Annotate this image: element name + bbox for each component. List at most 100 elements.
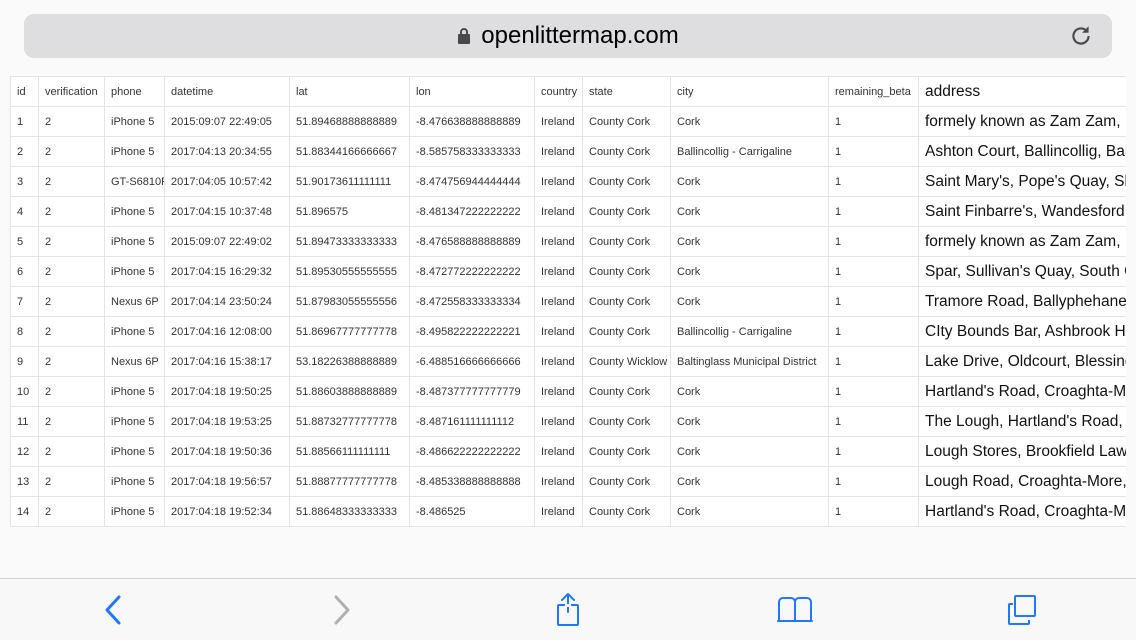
column-header: phone (105, 77, 165, 107)
table-cell: 51.89473333333333 (290, 227, 410, 257)
table-cell: Ireland (535, 197, 583, 227)
table-cell: 1 (829, 227, 919, 257)
column-header: city (671, 77, 829, 107)
table-cell: County Cork (583, 317, 671, 347)
table-cell: 2017:04:14 23:50:24 (165, 287, 290, 317)
table-cell: GT-S6810P (105, 167, 165, 197)
table-cell: 2 (39, 377, 105, 407)
address-bar[interactable]: openlittermap.com (24, 14, 1112, 58)
table-cell: 1 (829, 167, 919, 197)
table-cell: -8.486525 (410, 497, 535, 527)
url-text: openlittermap.com (481, 22, 678, 50)
table-row: 32GT-S6810P2017:04:05 10:57:4251.9017361… (11, 167, 1127, 197)
table-cell: 2 (39, 287, 105, 317)
table-cell: Ireland (535, 107, 583, 137)
table-cell: Ballincollig - Carrigaline (671, 137, 829, 167)
table-cell: 13 (11, 467, 39, 497)
table-cell: -8.476638888888889 (410, 107, 535, 137)
table-cell: County Cork (583, 437, 671, 467)
table-cell: 1 (829, 197, 919, 227)
table-cell: Lough Stores, Brookfield Lawn, Cro (919, 437, 1127, 467)
table-cell: 2 (39, 257, 105, 287)
table-cell: 2 (39, 497, 105, 527)
table-cell: County Wicklow (583, 347, 671, 377)
table-cell: County Cork (583, 227, 671, 257)
table-cell: County Cork (583, 197, 671, 227)
table-cell: 51.88648333333333 (290, 497, 410, 527)
table-cell: 51.88566111111111 (290, 437, 410, 467)
table-cell: Ireland (535, 167, 583, 197)
table-cell: 1 (829, 317, 919, 347)
column-header: remaining_beta (829, 77, 919, 107)
back-button[interactable] (94, 590, 134, 630)
table-row: 52iPhone 52015:09:07 22:49:0251.89473333… (11, 227, 1127, 257)
table-cell: 2 (39, 347, 105, 377)
table-cell: -8.472558333333334 (410, 287, 535, 317)
table-cell: CIty Bounds Bar, Ashbrook Heights (919, 317, 1127, 347)
table-cell: 1 (829, 257, 919, 287)
table-row: 142iPhone 52017:04:18 19:52:3451.8864833… (11, 497, 1127, 527)
table-cell: 1 (829, 467, 919, 497)
table-cell: County Cork (583, 107, 671, 137)
share-button[interactable] (548, 590, 588, 630)
table-cell: -8.495822222222221 (410, 317, 535, 347)
table-cell: Cork (671, 497, 829, 527)
address-bar-container: openlittermap.com (0, 0, 1136, 76)
table-cell: Spar, Sullivan's Quay, South Gate A (919, 257, 1127, 287)
table-cell: -8.472772222222222 (410, 257, 535, 287)
table-cell: iPhone 5 (105, 377, 165, 407)
table-cell: iPhone 5 (105, 317, 165, 347)
table-cell: 6 (11, 257, 39, 287)
table-cell: Lough Road, Croaghta-More, The L (919, 467, 1127, 497)
table-row: 42iPhone 52017:04:15 10:37:4851.896575-8… (11, 197, 1127, 227)
table-cell: iPhone 5 (105, 467, 165, 497)
table-cell: 2017:04:18 19:56:57 (165, 467, 290, 497)
table-cell: 2015:09:07 22:49:05 (165, 107, 290, 137)
table-cell: 2017:04:16 12:08:00 (165, 317, 290, 347)
table-cell: Ireland (535, 407, 583, 437)
table-cell: Cork (671, 257, 829, 287)
table-cell: The Lough, Hartland's Road, Croag (919, 407, 1127, 437)
table-cell: 2017:04:18 19:50:25 (165, 377, 290, 407)
table-cell: -8.487377777777779 (410, 377, 535, 407)
bookmarks-button[interactable] (775, 590, 815, 630)
table-cell: Tramore Road, Ballyphehane, Bally (919, 287, 1127, 317)
table-cell: 7 (11, 287, 39, 317)
table-cell: 2017:04:18 19:52:34 (165, 497, 290, 527)
table-cell: 2 (39, 407, 105, 437)
table-cell: Baltinglass Municipal District (671, 347, 829, 377)
table-cell: Ireland (535, 347, 583, 377)
table-cell: 2017:04:15 10:37:48 (165, 197, 290, 227)
forward-button[interactable] (321, 590, 361, 630)
lock-icon (457, 27, 471, 45)
table-row: 12iPhone 52015:09:07 22:49:0551.89468888… (11, 107, 1127, 137)
reload-button[interactable] (1068, 23, 1094, 49)
table-cell: 3 (11, 167, 39, 197)
table-cell: Ireland (535, 377, 583, 407)
table-cell: 2 (39, 107, 105, 137)
table-cell: 2 (39, 227, 105, 257)
table-cell: 2017:04:13 20:34:55 (165, 137, 290, 167)
column-header: lon (410, 77, 535, 107)
table-cell: iPhone 5 (105, 497, 165, 527)
table-cell: 51.88344166666667 (290, 137, 410, 167)
table-cell: 1 (829, 377, 919, 407)
table-cell: County Cork (583, 287, 671, 317)
column-header: verification (39, 77, 105, 107)
table-cell: 1 (829, 107, 919, 137)
table-cell: 1 (829, 407, 919, 437)
table-cell: -8.485338888888888 (410, 467, 535, 497)
table-cell: County Cork (583, 467, 671, 497)
table-cell: 1 (829, 497, 919, 527)
tabs-button[interactable] (1002, 590, 1042, 630)
table-cell: 2 (39, 317, 105, 347)
table-cell: iPhone 5 (105, 437, 165, 467)
table-row: 22iPhone 52017:04:13 20:34:5551.88344166… (11, 137, 1127, 167)
table-cell: 1 (829, 347, 919, 377)
table-cell: 51.88732777777778 (290, 407, 410, 437)
table-cell: 51.89468888888889 (290, 107, 410, 137)
column-header: lat (290, 77, 410, 107)
table-cell: 1 (829, 437, 919, 467)
table-cell: -8.487161111111112 (410, 407, 535, 437)
table-cell: Ireland (535, 497, 583, 527)
